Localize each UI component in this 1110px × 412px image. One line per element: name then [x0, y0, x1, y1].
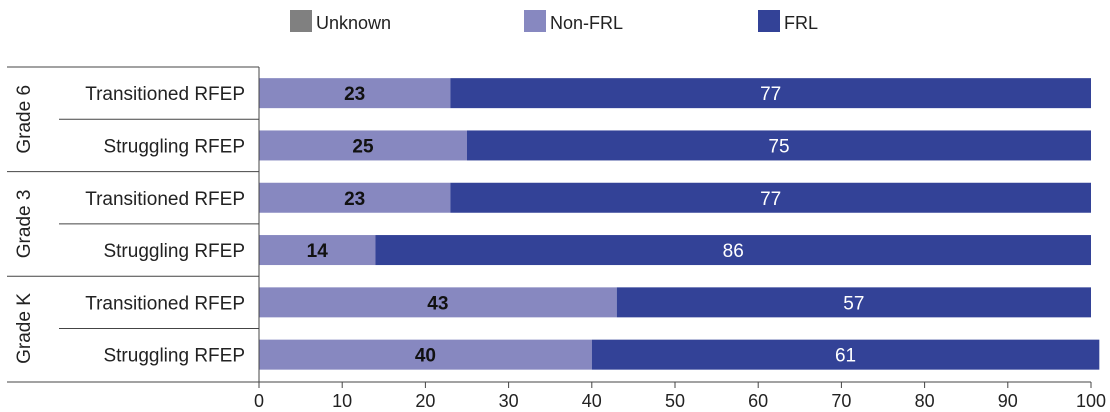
data-label-frl: 61	[835, 346, 856, 367]
row-label: Struggling RFEP	[103, 241, 245, 262]
x-tick-label: 70	[831, 391, 851, 411]
x-tick-label: 30	[499, 391, 519, 411]
data-label-non-frl: 40	[415, 346, 436, 367]
data-label-frl: 57	[843, 293, 864, 314]
data-label-frl: 75	[768, 136, 789, 157]
row-label: Transitioned RFEP	[85, 293, 245, 314]
group-label: Grade 3	[14, 190, 35, 259]
bars: 23 77 25 75 23 77 14 86 43 57 40 61	[259, 78, 1099, 370]
group-labels: Grade 6 Grade 3 Grade K	[14, 85, 35, 364]
group-label: Grade K	[14, 293, 35, 364]
x-tick-label: 40	[582, 391, 602, 411]
row-label: Struggling RFEP	[103, 346, 245, 367]
data-label-non-frl: 25	[352, 136, 374, 157]
x-tick-label: 0	[254, 391, 264, 411]
legend-label-unknown: Unknown	[316, 13, 391, 33]
legend-label-non-frl: Non-FRL	[550, 13, 623, 33]
x-tick-label: 80	[915, 391, 935, 411]
x-tick-label: 10	[332, 391, 352, 411]
data-label-frl: 77	[760, 84, 781, 105]
row-label: Transitioned RFEP	[85, 189, 245, 210]
legend-label-frl: FRL	[784, 13, 818, 33]
legend-swatch-frl	[758, 10, 780, 32]
row-label: Transitioned RFEP	[85, 84, 245, 105]
row-label: Struggling RFEP	[103, 136, 245, 157]
data-label-non-frl: 14	[307, 241, 329, 262]
x-tick-label: 50	[665, 391, 685, 411]
x-tick-label: 100	[1076, 391, 1106, 411]
x-tick-label: 60	[748, 391, 768, 411]
data-label-non-frl: 43	[427, 293, 448, 314]
x-tick-label: 20	[415, 391, 435, 411]
legend: Unknown Non-FRL FRL	[290, 10, 818, 33]
row-labels: Transitioned RFEP Struggling RFEP Transiti…	[85, 84, 245, 367]
data-label-frl: 86	[723, 241, 744, 262]
data-label-frl: 77	[760, 189, 781, 210]
legend-swatch-unknown	[290, 10, 312, 32]
data-label-non-frl: 23	[344, 189, 365, 210]
data-label-non-frl: 23	[344, 84, 365, 105]
group-label: Grade 6	[14, 85, 35, 154]
x-tick-label: 90	[998, 391, 1018, 411]
legend-swatch-non-frl	[524, 10, 546, 32]
